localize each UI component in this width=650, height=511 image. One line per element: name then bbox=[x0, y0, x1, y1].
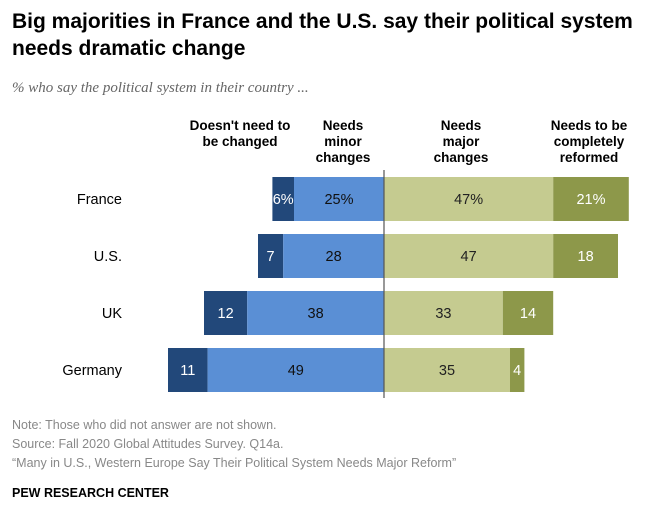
data-label: 35 bbox=[439, 363, 455, 379]
bar-segment bbox=[283, 234, 384, 278]
bar-segment bbox=[553, 234, 618, 278]
report-title: “Many in U.S., Western Europe Say Their … bbox=[12, 456, 457, 470]
bar-segment bbox=[553, 177, 629, 221]
data-label: 6% bbox=[273, 192, 294, 208]
bar-segment bbox=[384, 177, 554, 221]
bar-segment bbox=[384, 348, 510, 392]
data-label: 49 bbox=[288, 363, 304, 379]
bar-segment bbox=[384, 291, 503, 335]
bar-segment bbox=[294, 177, 384, 221]
data-label: 4 bbox=[513, 363, 521, 379]
data-label: 38 bbox=[308, 306, 324, 322]
data-label: 47 bbox=[461, 249, 477, 265]
data-label: 21% bbox=[576, 192, 605, 208]
bar-segment bbox=[247, 291, 384, 335]
data-label: 11 bbox=[180, 363, 195, 379]
bar-segment bbox=[510, 348, 525, 392]
bar-segment bbox=[258, 234, 284, 278]
category-label: UK bbox=[102, 306, 122, 322]
header-major: Needs major changes bbox=[433, 118, 489, 165]
bar-segment bbox=[207, 348, 384, 392]
category-label: Germany bbox=[62, 363, 122, 379]
category-label: France bbox=[77, 192, 122, 208]
data-label: 47% bbox=[454, 192, 483, 208]
data-label: 18 bbox=[578, 249, 594, 265]
data-label: 14 bbox=[520, 306, 536, 322]
bar-segment bbox=[204, 291, 248, 335]
data-label: 33 bbox=[435, 306, 451, 322]
header-not-changed: Doesn't need to be changed bbox=[189, 118, 291, 149]
chart-title: Big majorities in France and the U.S. sa… bbox=[12, 10, 633, 60]
header-reformed: Needs to be completely reformed bbox=[550, 118, 628, 165]
note: Note: Those who did not answer are not s… bbox=[12, 418, 277, 432]
data-label: 28 bbox=[326, 249, 342, 265]
bar-segment bbox=[384, 234, 554, 278]
bar-segment bbox=[168, 348, 208, 392]
bar-segment bbox=[502, 291, 554, 335]
data-label: 25% bbox=[324, 192, 353, 208]
source: Source: Fall 2020 Global Attitudes Surve… bbox=[12, 437, 284, 451]
chart-subtitle: % who say the political system in their … bbox=[12, 80, 309, 96]
bar-segment bbox=[272, 177, 294, 221]
data-label: 12 bbox=[218, 306, 234, 322]
category-label: U.S. bbox=[94, 249, 122, 265]
header-minor: Needs minor changes bbox=[315, 118, 371, 165]
brand-logo: PEW RESEARCH CENTER bbox=[12, 486, 169, 500]
data-label: 7 bbox=[267, 249, 275, 265]
notes: Note: Those who did not answer are not s… bbox=[12, 416, 456, 473]
